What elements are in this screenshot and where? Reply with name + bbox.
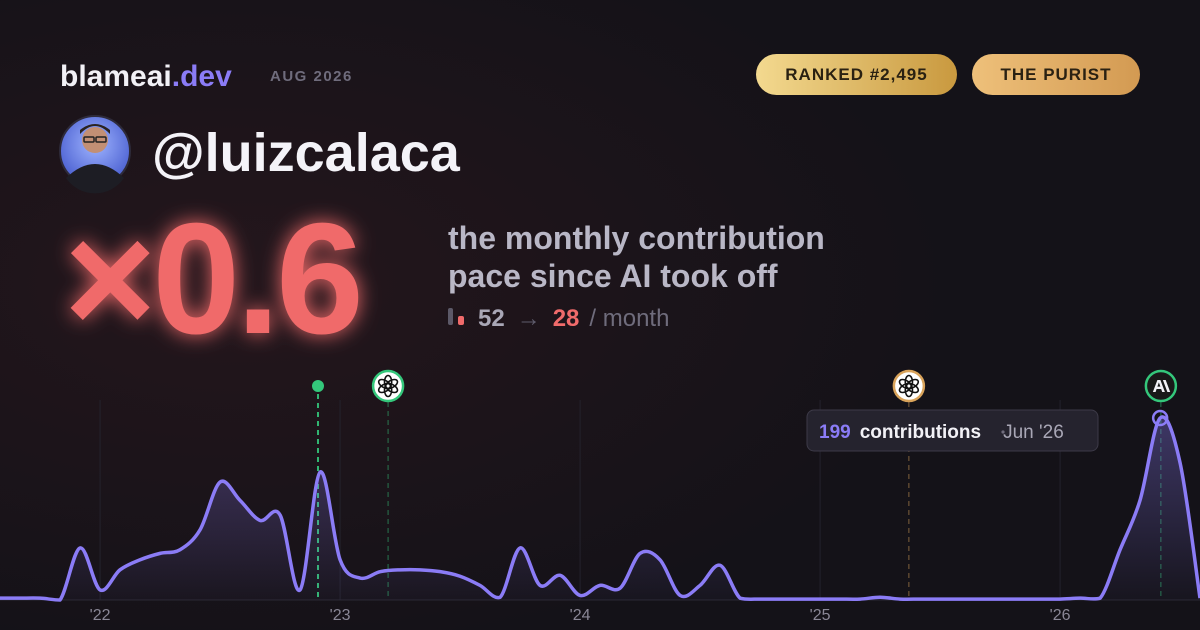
caption: pace since AI took off	[448, 258, 778, 294]
brand: blameai.dev	[60, 60, 232, 93]
brand-name: blameai	[60, 60, 172, 93]
tooltip: 199 contributions Jun '26	[819, 422, 1064, 443]
date: AUG 2026	[270, 68, 353, 85]
x-tick-label: '23	[330, 607, 351, 624]
x-tick-label: '22	[90, 607, 111, 624]
tooltip-box	[806, 409, 1099, 452]
event-icon-ring	[371, 369, 405, 403]
highlight-point	[1151, 409, 1169, 427]
x-tick-label: '25	[810, 607, 831, 624]
pace: 52 → 28 / month	[478, 305, 669, 332]
event-dot	[312, 380, 324, 392]
pace-before: 52	[478, 305, 505, 332]
badge	[756, 54, 957, 95]
pace-icon	[448, 308, 453, 325]
logo-petal	[377, 378, 392, 390]
badge	[972, 54, 1140, 95]
pace-after: 28	[553, 305, 580, 332]
brand-tld: .dev	[172, 60, 232, 93]
area	[0, 416, 1200, 600]
pace-icon	[458, 316, 464, 325]
tooltip-label: contributions	[860, 422, 981, 443]
handle: @luizcalaca	[152, 123, 461, 183]
pace-unit: / month	[589, 305, 669, 332]
logo-anthropic	[1152, 380, 1171, 392]
avatar	[59, 115, 131, 194]
x-tick-label: '26	[1050, 607, 1071, 624]
event-icon-ring	[892, 369, 926, 403]
badge-text: THE PURIST	[1000, 65, 1111, 84]
tooltip-date: Jun '26	[1003, 422, 1064, 443]
tooltip-separator	[1001, 430, 1005, 434]
event-icon	[371, 369, 405, 403]
logo-petal	[898, 378, 913, 390]
event-icon	[1144, 369, 1178, 403]
multiplier: ×0.6	[64, 191, 360, 367]
badge-text: RANKED #2,495	[785, 65, 927, 84]
caption: the monthly contribution	[448, 220, 825, 256]
tooltip-value: 199	[819, 422, 851, 443]
event-icon	[892, 369, 926, 403]
pace-arrow: →	[517, 305, 541, 332]
x-tick-label: '24	[570, 607, 591, 624]
chart: '22 '23 '24 '25 '26 199 contributions Jun '26	[0, 369, 1200, 624]
line	[0, 415, 1200, 602]
